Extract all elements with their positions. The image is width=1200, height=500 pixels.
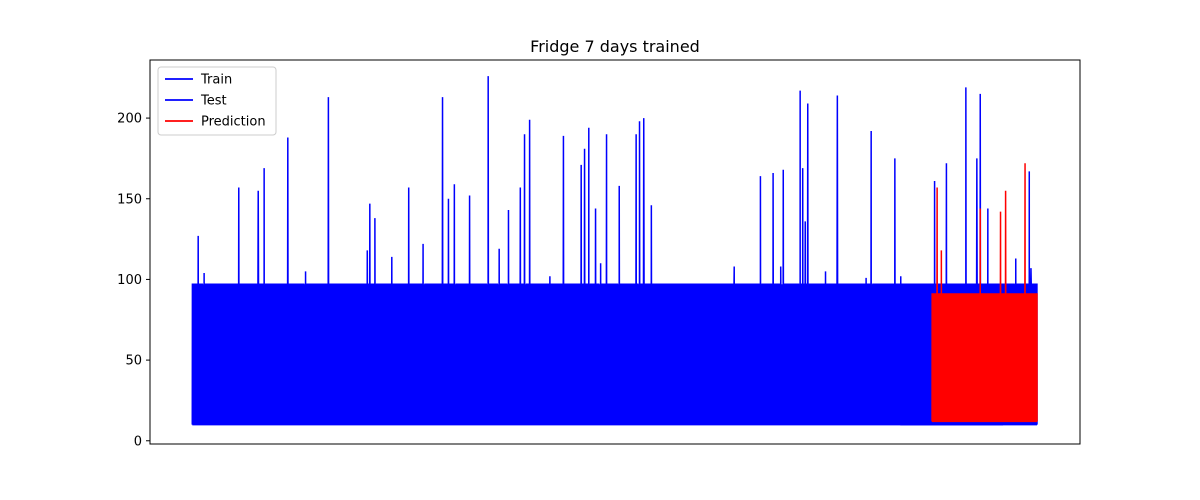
y-tick-label: 0 [134, 434, 142, 449]
y-axis: 0 50 100 150 200 [117, 112, 150, 449]
chart-title: Fridge 7 days trained [530, 37, 700, 56]
y-tick-label: 200 [117, 112, 142, 127]
legend-frame [157, 66, 277, 136]
legend: Train Test Prediction [157, 66, 277, 136]
plot-area [191, 76, 1038, 426]
y-tick-label: 50 [125, 354, 142, 369]
y-tick-label: 150 [117, 192, 142, 207]
series-prediction-line [931, 163, 1038, 423]
legend-label-prediction: Prediction [201, 115, 266, 130]
legend-label-test: Test [200, 94, 227, 109]
plot-frame [149, 59, 1081, 445]
y-tick-label: 100 [117, 273, 142, 288]
series-train-line [191, 76, 1004, 426]
legend-label-train: Train [200, 73, 232, 88]
